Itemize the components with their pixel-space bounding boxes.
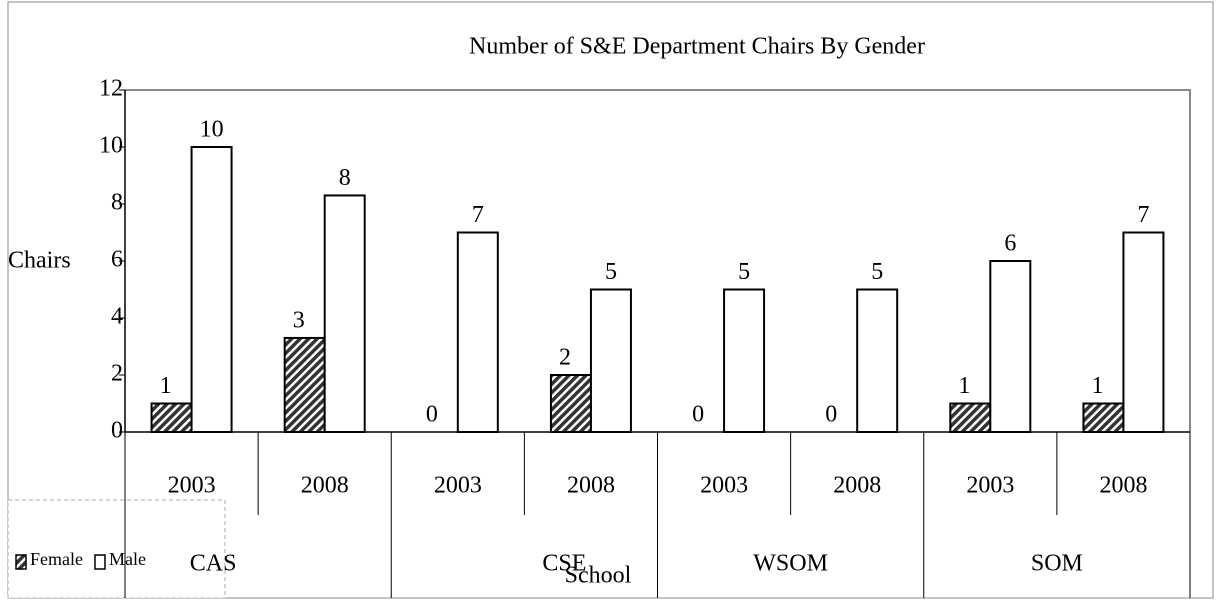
chart-title: Number of S&E Department Chairs By Gende… — [469, 34, 925, 60]
data-label: 1 — [160, 373, 172, 399]
bar — [1082, 402, 1125, 433]
y-tick-label: 0 — [111, 418, 123, 444]
bar — [549, 374, 592, 433]
x-tick-label: 2003 — [434, 473, 482, 499]
data-label: 5 — [871, 259, 883, 285]
bar — [283, 336, 326, 434]
y-axis-label: Chairs — [8, 248, 71, 274]
data-label: 2 — [559, 345, 571, 371]
bar — [150, 402, 193, 433]
data-label: 7 — [472, 202, 484, 228]
bar — [856, 288, 899, 433]
x-tick-label: 2003 — [700, 473, 748, 499]
plot-frame — [125, 89, 1191, 432]
y-tick-label: 8 — [111, 190, 123, 216]
data-label: 8 — [339, 165, 351, 191]
bar — [989, 260, 1032, 433]
data-label: 10 — [200, 117, 224, 143]
bar — [723, 288, 766, 433]
bar — [190, 146, 233, 433]
outer-frame — [7, 1, 1214, 599]
x-tick-label: 2008 — [301, 473, 349, 499]
legend-label: Female — [30, 549, 83, 569]
x-tick-label: 2003 — [168, 473, 216, 499]
data-label: 5 — [605, 259, 617, 285]
x-tick-label: 2003 — [966, 473, 1014, 499]
bar — [323, 194, 366, 433]
data-label: 0 — [825, 402, 837, 428]
y-tick-label: 2 — [111, 361, 123, 387]
legend-swatch — [94, 554, 106, 570]
legend-box — [7, 499, 226, 599]
legend-swatch — [15, 554, 27, 570]
data-label: 5 — [738, 259, 750, 285]
x-tick-label: 2008 — [567, 473, 615, 499]
data-label: 7 — [1137, 202, 1149, 228]
y-tick-label: 12 — [99, 76, 123, 102]
bar — [456, 231, 499, 433]
legend-label: Male — [109, 549, 146, 569]
x-tick-label: 2008 — [833, 473, 881, 499]
y-tick-label: 6 — [111, 247, 123, 273]
data-label: 3 — [293, 307, 305, 333]
y-tick-label: 4 — [111, 304, 123, 330]
x-axis-label: School — [565, 563, 632, 589]
data-label: 1 — [1091, 373, 1103, 399]
x-tick-label: 2008 — [1099, 473, 1147, 499]
data-label: 0 — [426, 402, 438, 428]
data-label: 1 — [958, 373, 970, 399]
bar — [589, 288, 632, 433]
group-label: WSOM — [753, 551, 828, 577]
group-label: CAS — [190, 551, 237, 577]
bar — [949, 402, 992, 433]
group-label: CSE — [542, 551, 586, 577]
group-label: SOM — [1031, 551, 1083, 577]
data-label: 0 — [692, 402, 704, 428]
y-tick-label: 10 — [99, 133, 123, 159]
data-label: 6 — [1004, 231, 1016, 257]
bar — [1122, 231, 1165, 433]
